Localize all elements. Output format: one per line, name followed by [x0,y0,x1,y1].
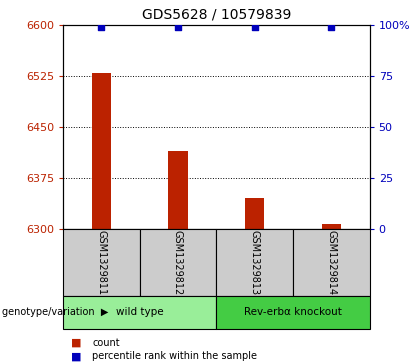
Text: GSM1329812: GSM1329812 [173,230,183,295]
Point [251,25,258,30]
Text: percentile rank within the sample: percentile rank within the sample [92,351,257,362]
Title: GDS5628 / 10579839: GDS5628 / 10579839 [142,8,291,21]
Text: count: count [92,338,120,348]
Text: genotype/variation  ▶: genotype/variation ▶ [2,307,108,317]
Bar [139,229,216,296]
Bar [63,296,216,329]
Point [98,25,105,30]
Bar [216,229,293,296]
Bar [216,296,370,329]
Bar [92,73,111,229]
Bar [322,224,341,229]
Point [328,25,335,30]
Text: GSM1329813: GSM1329813 [249,230,260,295]
Text: wild type: wild type [116,307,163,317]
Text: GSM1329811: GSM1329811 [96,230,106,295]
Text: ■: ■ [71,351,82,362]
Bar [168,151,188,229]
Bar [63,229,139,296]
Text: Rev-erbα knockout: Rev-erbα knockout [244,307,342,317]
Point [175,25,181,30]
Bar [245,198,264,229]
Text: ■: ■ [71,338,82,348]
Bar [293,229,370,296]
Text: GSM1329814: GSM1329814 [326,230,336,295]
